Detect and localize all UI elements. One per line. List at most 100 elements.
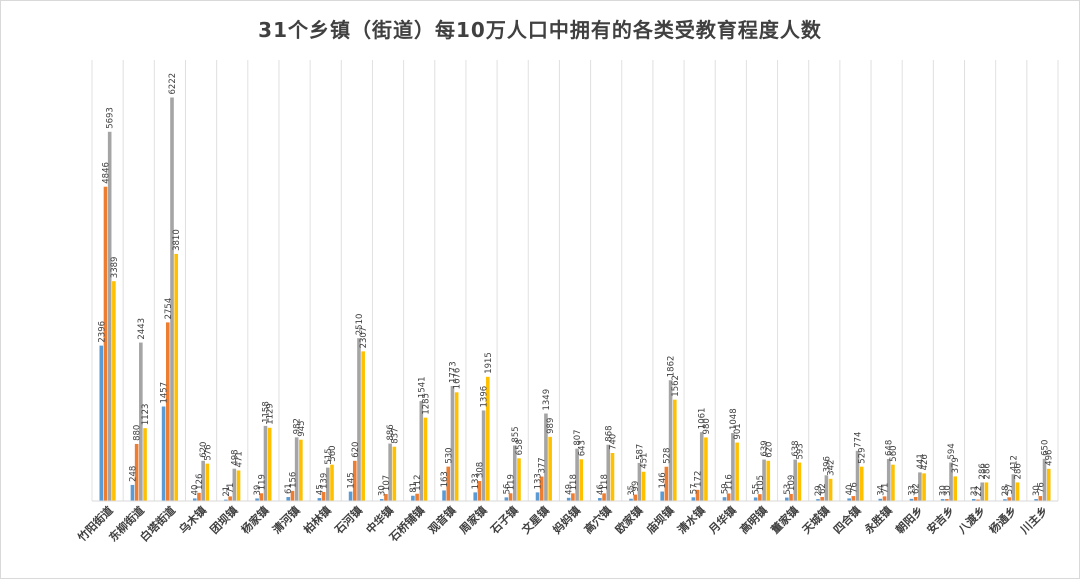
bar bbox=[544, 413, 548, 501]
bar bbox=[598, 498, 602, 501]
data-label: 901 bbox=[733, 423, 743, 439]
data-label: 71 bbox=[226, 483, 236, 494]
x-tick-label: 天城镇 bbox=[799, 503, 832, 536]
data-label: 496 bbox=[1045, 450, 1055, 466]
bar bbox=[976, 499, 980, 501]
bar bbox=[411, 495, 415, 501]
data-label: 45 bbox=[315, 484, 325, 495]
bar bbox=[263, 425, 268, 501]
x-tick-label: 观音镇 bbox=[425, 503, 458, 536]
bar bbox=[232, 468, 237, 501]
bar bbox=[828, 478, 833, 501]
data-label: 498 bbox=[230, 449, 240, 465]
data-label: 1773 bbox=[448, 361, 458, 383]
data-label: 528 bbox=[662, 448, 672, 464]
bar bbox=[504, 497, 509, 501]
bar bbox=[816, 499, 820, 501]
data-label: 40 bbox=[845, 485, 855, 496]
bar bbox=[139, 342, 143, 501]
bar bbox=[224, 499, 228, 501]
data-label: 126 bbox=[195, 474, 205, 490]
x-tick-label: 高明镇 bbox=[737, 503, 770, 536]
data-label: 441 bbox=[916, 453, 926, 469]
data-label: 1061 bbox=[698, 408, 708, 430]
data-label: 248 bbox=[128, 466, 138, 482]
bar bbox=[134, 443, 139, 501]
data-label: 560 bbox=[328, 445, 338, 461]
bar bbox=[99, 345, 104, 501]
data-label: 33 bbox=[907, 485, 917, 496]
gridlines bbox=[91, 60, 1059, 501]
bar bbox=[548, 436, 552, 501]
data-label: 1048 bbox=[729, 408, 739, 430]
bar bbox=[379, 499, 384, 501]
data-label: 46 bbox=[596, 484, 606, 495]
bar bbox=[766, 460, 771, 501]
data-label: 31 bbox=[970, 485, 980, 496]
bar bbox=[446, 466, 451, 501]
data-label: 412 bbox=[1009, 455, 1019, 471]
bar bbox=[419, 401, 424, 501]
bar bbox=[824, 475, 829, 501]
bar bbox=[1038, 496, 1043, 501]
data-label: 868 bbox=[604, 425, 614, 441]
x-tick-label: 团坝镇 bbox=[207, 503, 240, 536]
data-label: 648 bbox=[885, 440, 895, 456]
data-label: 107 bbox=[382, 475, 392, 491]
bar bbox=[166, 322, 170, 501]
data-label: 342 bbox=[827, 460, 837, 476]
data-label: 59 bbox=[721, 483, 731, 494]
bar bbox=[1034, 499, 1038, 501]
data-label: 30 bbox=[943, 485, 953, 496]
data-label: 163 bbox=[440, 471, 450, 487]
bar bbox=[1007, 497, 1011, 501]
bar bbox=[984, 482, 989, 501]
bar bbox=[980, 482, 984, 501]
bar bbox=[361, 351, 365, 501]
bar bbox=[512, 445, 517, 501]
data-label: 62 bbox=[912, 483, 922, 494]
data-label: 2396 bbox=[97, 321, 107, 343]
bar bbox=[352, 460, 357, 501]
data-label: 57 bbox=[689, 483, 699, 494]
bar bbox=[442, 490, 446, 501]
x-tick-label: 杨通乡 bbox=[986, 503, 1019, 536]
bar bbox=[641, 471, 646, 501]
data-label: 880 bbox=[133, 425, 143, 441]
data-label: 379 bbox=[951, 457, 961, 473]
bar bbox=[326, 467, 330, 501]
bar bbox=[236, 470, 241, 501]
data-label: 639 bbox=[760, 440, 770, 456]
data-label: 807 bbox=[573, 429, 583, 445]
data-label: 35 bbox=[627, 485, 637, 496]
bar bbox=[922, 473, 926, 501]
bar bbox=[1046, 468, 1051, 501]
x-tick-label: 乌木镇 bbox=[176, 503, 209, 536]
bar bbox=[228, 496, 232, 501]
data-label: 396 bbox=[822, 456, 832, 472]
x-tick-label: 八渡乡 bbox=[954, 503, 988, 537]
data-label: 1158 bbox=[261, 401, 271, 423]
x-tick-label: 安吉乡 bbox=[924, 503, 957, 536]
bar bbox=[691, 497, 696, 501]
data-label: 658 bbox=[515, 439, 525, 455]
data-label: 76 bbox=[849, 482, 859, 493]
data-label: 109 bbox=[787, 475, 797, 491]
data-label: 886 bbox=[386, 424, 396, 440]
bar bbox=[731, 433, 735, 501]
data-label: 61 bbox=[284, 483, 294, 494]
data-label: 620 bbox=[764, 442, 774, 458]
bar bbox=[672, 399, 677, 501]
bar bbox=[259, 493, 264, 501]
data-label: 286 bbox=[982, 463, 992, 479]
bar bbox=[886, 458, 891, 501]
data-label: 5693 bbox=[106, 107, 116, 129]
bar bbox=[450, 386, 455, 501]
data-label: 57 bbox=[1005, 483, 1015, 494]
data-label: 119 bbox=[257, 474, 267, 490]
data-label: 620 bbox=[351, 442, 361, 458]
bar bbox=[486, 376, 490, 501]
bar bbox=[299, 439, 303, 501]
x-tick-label: 欧家镇 bbox=[612, 503, 645, 536]
data-label: 837 bbox=[390, 427, 400, 443]
